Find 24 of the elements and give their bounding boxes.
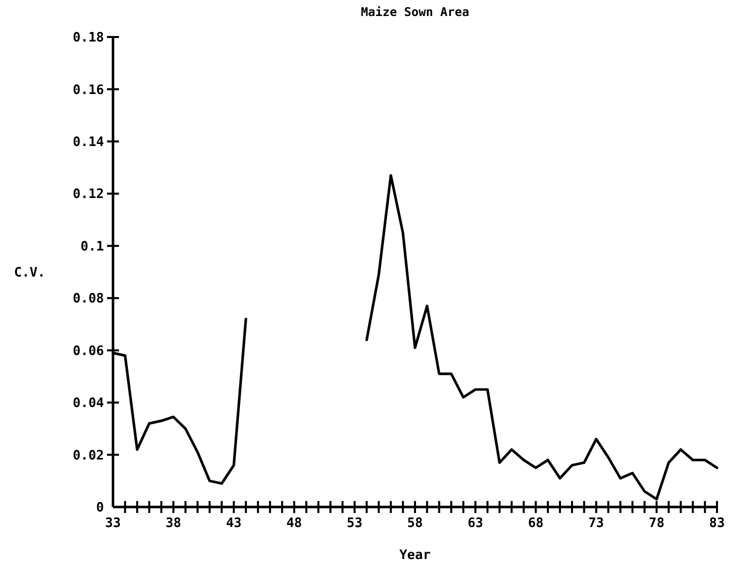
x-tick-label: 63 — [468, 516, 484, 531]
x-tick-label: 38 — [166, 516, 182, 531]
y-tick-label: 0.14 — [72, 134, 104, 150]
y-tick-label: 0 — [96, 500, 104, 516]
y-tick-label: 0.06 — [72, 344, 104, 359]
x-tick-label: 33 — [105, 516, 121, 531]
y-tick-label: 0.12 — [72, 187, 104, 202]
x-tick-label: 73 — [588, 516, 604, 531]
x-tick-label: 48 — [286, 516, 302, 531]
x-tick-label: 68 — [528, 516, 544, 531]
chart-title: Maize Sown Area — [360, 5, 470, 19]
y-tick-label: 0.08 — [72, 292, 104, 307]
x-axis-title: Year — [399, 548, 431, 563]
y-tick-label: 0.02 — [72, 448, 104, 464]
y-tick-label: 0.04 — [72, 396, 104, 412]
x-tick-label: 43 — [226, 516, 242, 531]
y-tick-label: 0.18 — [72, 30, 104, 46]
y-tick-label: 0.1 — [80, 239, 104, 254]
x-tick-label: 78 — [648, 516, 665, 531]
x-tick-label: 53 — [346, 516, 362, 531]
y-axis-title: C.V. — [14, 266, 46, 281]
y-tick-label: 0.16 — [72, 82, 104, 98]
x-tick-label: 58 — [407, 516, 423, 531]
x-tick-label: 83 — [709, 516, 725, 531]
